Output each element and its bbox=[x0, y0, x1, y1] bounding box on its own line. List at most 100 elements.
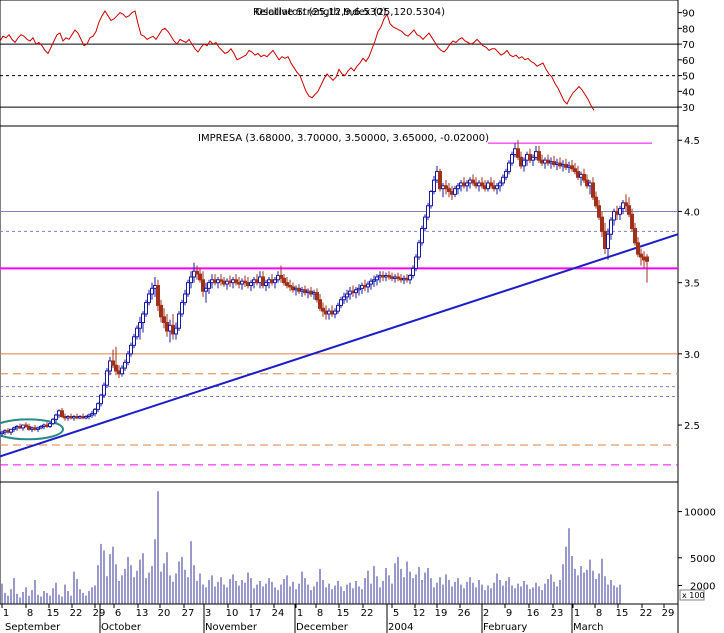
candle-body bbox=[438, 171, 442, 190]
date-tick-label: 23 bbox=[551, 608, 564, 619]
candle bbox=[345, 289, 349, 303]
candle bbox=[201, 271, 205, 297]
candle-body bbox=[396, 276, 400, 279]
volume-tick-label: 5000 bbox=[690, 554, 715, 565]
candle-body bbox=[87, 414, 91, 417]
volume-bar bbox=[298, 583, 300, 604]
candle bbox=[429, 190, 433, 209]
candle-body bbox=[186, 282, 190, 295]
volume-bar bbox=[397, 556, 399, 604]
candle bbox=[135, 325, 139, 340]
volume-bar bbox=[19, 597, 21, 604]
candle bbox=[111, 349, 115, 369]
rsi-tick-label: 80 bbox=[682, 24, 695, 35]
candle bbox=[147, 289, 151, 306]
candle-body bbox=[9, 428, 13, 433]
volume-bar bbox=[94, 585, 96, 604]
candle-body bbox=[471, 179, 475, 184]
candle bbox=[633, 222, 637, 246]
candle-body bbox=[429, 191, 433, 207]
month-label: September bbox=[5, 622, 61, 633]
price-axis-ticks: 4.5 4.0 3.5 3.0 2.5 bbox=[678, 136, 700, 432]
volume-bar bbox=[46, 592, 48, 604]
candle-body bbox=[159, 304, 163, 318]
candle-body bbox=[114, 364, 118, 372]
date-tick-label: 27 bbox=[182, 608, 195, 619]
candle-body bbox=[354, 289, 358, 294]
volume-bar bbox=[241, 579, 243, 604]
volume-bar bbox=[259, 580, 261, 604]
volume-bar bbox=[523, 580, 525, 604]
price-reference-lines bbox=[0, 142, 678, 466]
volume-bar bbox=[526, 584, 528, 604]
candle bbox=[189, 271, 193, 289]
candle-body bbox=[594, 196, 598, 207]
candle-body bbox=[183, 293, 187, 304]
volume-bar bbox=[583, 572, 585, 604]
volume-bar bbox=[586, 569, 588, 604]
candle-body bbox=[627, 205, 631, 215]
candle bbox=[108, 356, 112, 376]
candle bbox=[105, 368, 109, 389]
candle bbox=[288, 279, 292, 292]
volume-bar bbox=[385, 567, 387, 604]
date-tick-label: 22 bbox=[361, 608, 374, 619]
volume-bar bbox=[532, 587, 534, 604]
volume-bar bbox=[190, 541, 192, 604]
candle bbox=[264, 279, 268, 292]
candle bbox=[501, 174, 505, 186]
candle bbox=[243, 275, 247, 287]
volume-bar bbox=[490, 588, 492, 604]
candle bbox=[480, 177, 484, 189]
volume-bar bbox=[340, 586, 342, 604]
candle bbox=[9, 428, 13, 436]
candle-body bbox=[135, 327, 139, 338]
volume-bar bbox=[409, 571, 411, 604]
candle-body bbox=[126, 353, 130, 363]
candle-body bbox=[54, 414, 58, 420]
candle-body bbox=[39, 425, 43, 429]
candle-body bbox=[156, 284, 160, 306]
volume-bar bbox=[265, 583, 267, 604]
volume-bar bbox=[235, 580, 237, 604]
volume-bar bbox=[451, 586, 453, 604]
volume-bar bbox=[358, 586, 360, 604]
candle bbox=[582, 168, 586, 183]
volume-bar bbox=[412, 578, 414, 604]
candle bbox=[636, 237, 640, 258]
candle bbox=[396, 272, 400, 282]
candle bbox=[570, 160, 574, 172]
date-tick-label: 15 bbox=[337, 608, 350, 619]
volume-bar bbox=[163, 563, 165, 604]
candle-body bbox=[387, 275, 391, 278]
candle-body bbox=[189, 276, 193, 284]
month-label: March bbox=[573, 622, 603, 633]
volume-bar bbox=[367, 570, 369, 604]
candle-body bbox=[498, 182, 502, 187]
month-label: November bbox=[205, 622, 258, 633]
candle bbox=[132, 333, 136, 349]
volume-bar bbox=[232, 574, 234, 604]
volume-bar bbox=[160, 571, 162, 604]
candle bbox=[423, 214, 427, 232]
volume-bar bbox=[4, 592, 6, 604]
candle bbox=[60, 407, 64, 418]
volume-bar bbox=[289, 586, 291, 604]
volume-bar bbox=[40, 596, 42, 604]
volume-bar bbox=[292, 581, 294, 604]
volume-bar bbox=[181, 556, 183, 604]
date-tick-label: 17 bbox=[249, 608, 262, 619]
candle-body bbox=[606, 233, 610, 249]
volume-bar bbox=[343, 591, 345, 604]
candle bbox=[414, 254, 418, 272]
volume-bar bbox=[568, 528, 570, 604]
candle bbox=[120, 365, 124, 377]
rsi-tick-label: 50 bbox=[682, 72, 695, 83]
volume-bar bbox=[262, 586, 264, 604]
volume-tick-label: 10000 bbox=[684, 508, 716, 519]
date-tick-label: 26 bbox=[458, 608, 471, 619]
candle-body bbox=[201, 279, 205, 292]
trendline bbox=[0, 233, 679, 458]
candle bbox=[618, 205, 622, 220]
candle bbox=[645, 254, 649, 283]
